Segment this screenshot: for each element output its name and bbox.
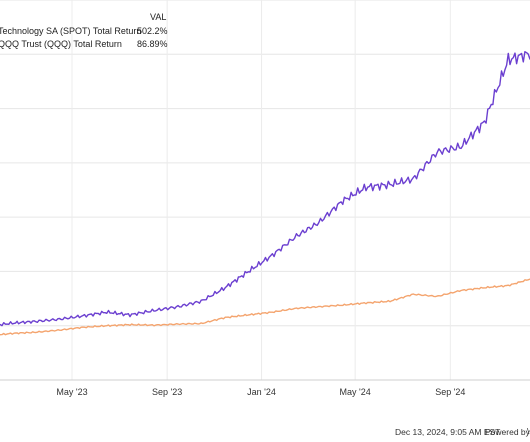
series-line-0 xyxy=(0,51,530,327)
legend-entry-qqq-name: QQQ Trust (QQQ) Total Return xyxy=(0,39,122,49)
footer: Dec 13, 2024, 9:05 AM EST Powered by \ xyxy=(395,426,530,437)
x-tick-label: May '24 xyxy=(340,387,371,397)
legend-entry-spot-name: Technology SA (SPOT) Total Return xyxy=(0,26,141,36)
x-axis: May '23 Sep '23 Jan '24 May '24 Sep '24 xyxy=(56,387,465,397)
x-tick-label: Sep '23 xyxy=(152,387,182,397)
footer-timestamp: Dec 13, 2024, 9:05 AM EST xyxy=(395,427,500,437)
legend-entry-spot-value: 502.2% xyxy=(137,26,168,36)
legend: VAL Technology SA (SPOT) Total Return 50… xyxy=(0,12,168,49)
grid xyxy=(0,0,530,381)
x-tick-label: Sep '24 xyxy=(435,387,465,397)
x-tick-label: May '23 xyxy=(56,387,87,397)
legend-header: VAL xyxy=(150,12,166,22)
legend-entry-qqq-value: 86.89% xyxy=(137,39,168,49)
series-layer xyxy=(0,51,530,336)
footer-powered-by: Powered by xyxy=(485,427,530,437)
series-line-1 xyxy=(0,278,530,336)
x-tick-label: Jan '24 xyxy=(247,387,276,397)
brand-mark-icon: \ xyxy=(527,426,530,436)
